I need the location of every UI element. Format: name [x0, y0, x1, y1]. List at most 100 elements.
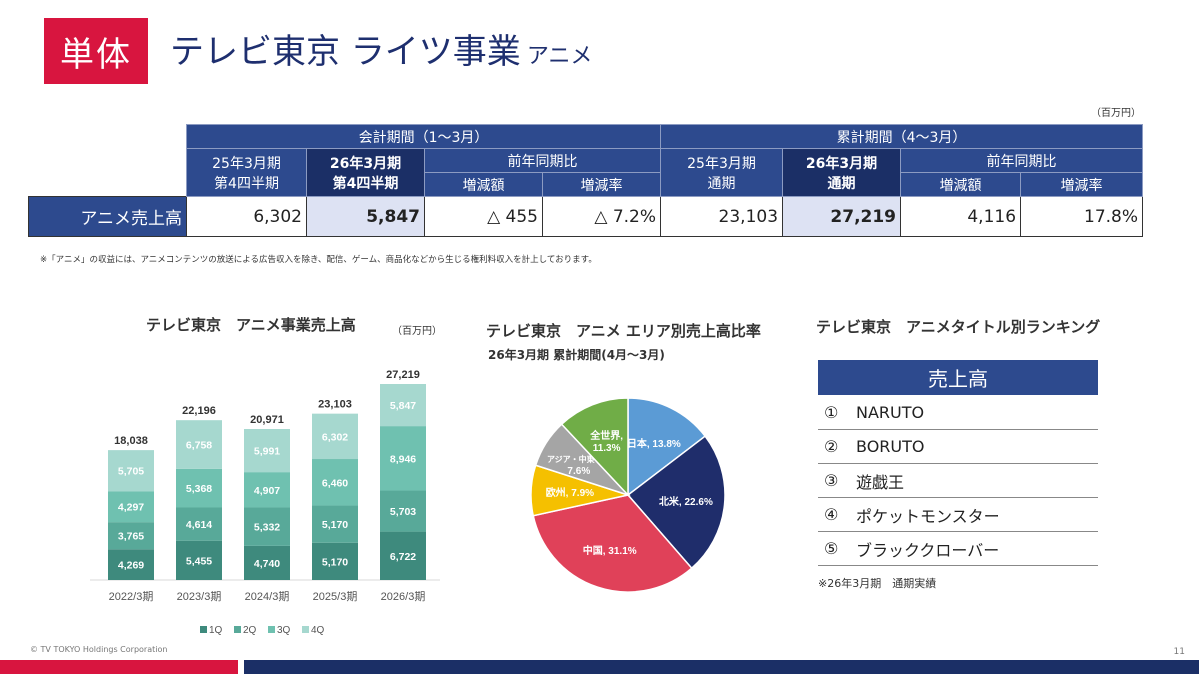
yoy-year-header: 前年同期比: [900, 148, 1144, 173]
bar-segment: [244, 507, 290, 546]
bar-segment: [176, 468, 222, 508]
bar-data-label: 3,765: [118, 531, 144, 543]
bar-segment: [312, 505, 358, 543]
ranking-item: ③ 遊戯王: [818, 464, 1098, 498]
sales-table: 会計期間（1～3月） 累計期間（4～3月） 25年3月期 第4四半期 26年3月期…: [28, 124, 1144, 237]
ranking-number: ③: [824, 471, 839, 490]
ranking-note: ※26年3月期 通期実績: [818, 577, 937, 590]
ranking-title-text: ブラッククローバー: [856, 540, 1000, 560]
pie-slice: [627, 397, 707, 497]
col-rate-year: 増減率: [1020, 172, 1144, 197]
footer-bar-navy: [244, 660, 1199, 674]
bar-segment: [108, 549, 154, 580]
ranking-header: 売上高: [818, 360, 1098, 395]
ranking-number: ②: [824, 437, 839, 456]
legend-swatch: [268, 626, 275, 633]
pie-chart-subtitle: 26年3月期 累計期間(4月～3月): [488, 348, 665, 362]
category-label: 2022/3期: [109, 590, 154, 603]
bar-total-label: 18,038: [114, 435, 148, 447]
pie-label: 11.3%: [593, 443, 621, 454]
bar-segment: [380, 426, 426, 491]
bar-data-label: 5,170: [322, 556, 348, 568]
legend-swatch: [200, 626, 207, 633]
copyright: © TV TOKYO Holdings Corporation: [30, 645, 168, 654]
bar-data-label: 5,170: [322, 519, 348, 531]
footnote: ※「アニメ」の収益には、アニメコンテンツの放送による広告収入を除き、配信、ゲーム…: [40, 255, 597, 265]
legend-label: 3Q: [277, 625, 291, 636]
col-rate-quarter: 増減率: [541, 172, 662, 197]
ranking-item: ① NARUTO: [818, 396, 1098, 430]
bar-data-label: 6,722: [390, 551, 416, 563]
cell-diff-year: 4,116: [900, 196, 1022, 237]
bar-segment: [244, 545, 290, 580]
legend-label: 2Q: [243, 625, 257, 636]
ranking-number: ①: [824, 403, 839, 422]
col-prev-quarter: 25年3月期 第4四半期: [186, 148, 307, 197]
bar-total-label: 22,196: [182, 405, 216, 417]
row-label: アニメ売上高: [28, 196, 187, 237]
ranking-item: ④ ポケットモンスター: [818, 498, 1098, 532]
bar-segment: [312, 542, 358, 580]
title-main: テレビ東京 ライツ事業: [170, 32, 521, 72]
cell-prev-year: 23,103: [660, 196, 784, 237]
category-label: 2025/3期: [313, 590, 358, 603]
pie-label: アジア・中東など: [547, 454, 611, 464]
col-diff-year: 増減額: [900, 172, 1022, 197]
bar-segment: [312, 459, 358, 506]
category-label: 2023/3期: [177, 590, 222, 603]
bar-data-label: 5,991: [254, 446, 280, 458]
table-row: アニメ売上高 6,302 5,847 △ 455 △ 7.2% 23,103 2…: [28, 196, 1144, 237]
area-pie-chart: 日本, 13.8% 北米, 22.6% 中国, 31.1% 欧州, 7.9% アジア・中…: [530, 397, 726, 593]
bar-segment: [176, 540, 222, 580]
table-unit: （百万円）: [1091, 108, 1141, 119]
footer-bar-red: [0, 660, 238, 674]
bar-data-label: 6,460: [322, 477, 348, 489]
bar-data-label: 5,705: [118, 466, 144, 478]
cell-diff-quarter: △ 455: [424, 196, 543, 237]
title-sub: アニメ: [526, 44, 593, 69]
pie-label: 北米, 22.6%: [659, 495, 713, 508]
bar-segment: [380, 490, 426, 532]
col-prev-year: 25年3月期 通期: [660, 148, 784, 197]
group-cumulative-header: 累計期間（4～3月）: [660, 124, 1144, 149]
pie-label: 中国, 31.1%: [583, 544, 637, 557]
bar-segment: [108, 450, 154, 492]
bar-data-label: 4,297: [118, 502, 144, 514]
pie-label: 日本, 13.8%: [627, 437, 681, 450]
bar-chart-title: テレビ東京 アニメ事業売上高: [146, 316, 356, 334]
ranking-number: ④: [824, 505, 839, 524]
bar-segment: [380, 531, 426, 580]
ranking-item: ⑤ ブラッククローバー: [818, 532, 1098, 566]
col-current-quarter: 26年3月期 第4四半期: [306, 148, 425, 197]
bar-data-label: 4,269: [118, 560, 144, 572]
bar-total-label: 23,103: [318, 399, 352, 411]
pie-label: 7.6%: [567, 466, 590, 477]
pie-slice: [532, 494, 693, 593]
ranking-title-text: ポケットモンスター: [856, 506, 1000, 526]
pie-slice: [626, 435, 726, 570]
bar-segment: [108, 491, 154, 523]
page-title: テレビ東京 ライツ事業 アニメ: [170, 24, 592, 73]
ranking-item: ② BORUTO: [818, 430, 1098, 464]
cell-current-year: 27,219: [782, 196, 902, 237]
ranking-title-text: 遊戯王: [856, 472, 905, 492]
page-number: 11: [1173, 647, 1185, 657]
pie-label: 欧州, 7.9%: [546, 486, 594, 499]
bar-data-label: 5,455: [186, 555, 212, 567]
category-label: 2024/3期: [245, 590, 290, 603]
pie-label: 全世界,: [589, 429, 623, 442]
bar-total-label: 20,971: [250, 414, 284, 426]
bar-data-label: 4,740: [254, 558, 280, 570]
category-label: 2026/3期: [381, 590, 426, 603]
bar-segment: [176, 507, 222, 541]
yoy-quarter-header: 前年同期比: [423, 148, 662, 173]
cell-rate-quarter: △ 7.2%: [541, 196, 662, 237]
cell-prev-quarter: 6,302: [186, 196, 307, 237]
legend-label: 1Q: [209, 625, 223, 636]
bar-data-label: 8,946: [390, 453, 416, 465]
sales-bar-chart: 4,269 3,765 4,297 5,705 18,038 2022/3期 5,455 4,…: [90, 369, 440, 636]
table-corner: [28, 124, 187, 149]
bar-total-label: 27,219: [386, 369, 420, 381]
unit-badge: 単体: [44, 18, 148, 84]
bar-data-label: 5,368: [186, 483, 212, 495]
